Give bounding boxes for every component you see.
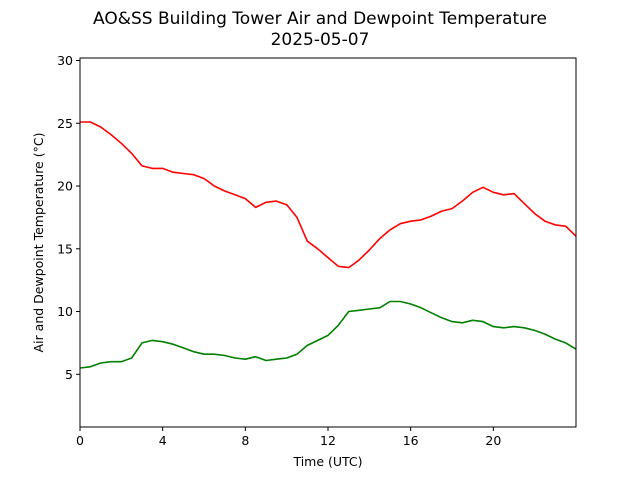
- y-tick-label: 10: [57, 304, 73, 319]
- y-tick-label: 25: [57, 116, 73, 131]
- x-tick-label: 12: [320, 433, 336, 448]
- x-tick-label: 20: [485, 433, 501, 448]
- x-axis-label: Time (UTC): [292, 454, 362, 469]
- series-line-0: [80, 121, 577, 269]
- y-tick-label: 30: [57, 53, 73, 68]
- x-tick-label: 8: [241, 433, 249, 448]
- x-tick-label: 0: [76, 433, 84, 448]
- x-tick-label: 16: [403, 433, 419, 448]
- series-layer: [79, 121, 577, 369]
- x-axis: 0 4 8 12 16 20: [76, 427, 501, 448]
- chart-subtitle: 2025-05-07: [271, 30, 370, 50]
- y-tick-label: 5: [65, 367, 73, 382]
- plot-area: [79, 57, 577, 428]
- series-line-1: [79, 300, 577, 369]
- y-tick-label: 15: [57, 241, 73, 256]
- chart-title: AO&SS Building Tower Air and Dewpoint Te…: [93, 9, 547, 29]
- x-tick-label: 4: [159, 433, 167, 448]
- y-tick-label: 20: [57, 179, 73, 194]
- y-axis-label: Air and Dewpoint Temperature (°C): [31, 133, 46, 353]
- y-axis: 5 10 15 20 25 30: [57, 53, 80, 382]
